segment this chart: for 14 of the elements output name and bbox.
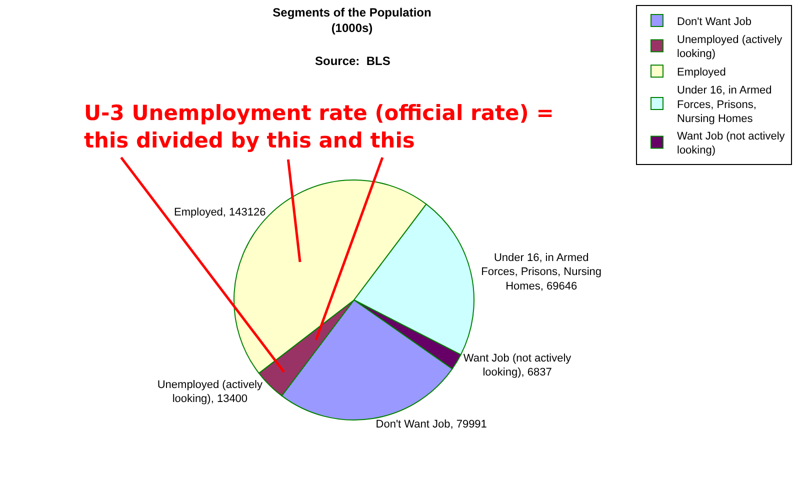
legend-label: Employed [677, 66, 726, 78]
text: U-3 Unemployment rate (official rate) = this divided by this and this [84, 101, 554, 152]
data-label: Unemployed (actively looking), 13400 [157, 378, 264, 406]
chart-title: Segments of the Population [272, 5, 432, 20]
data-label: Employed, 143126 [174, 206, 266, 219]
legend-label: Under 16, in Armed Forces, Prisons, Nursing Homes [677, 84, 772, 126]
data-label: Under 16, in Armed Forces, Prisons, Nursing Homes, 69646 [481, 252, 602, 292]
legend-label: Don't Want Job [677, 16, 752, 28]
source-note: Source: BLS [315, 54, 390, 68]
data-label: Don't Want Job, 79991 [376, 418, 487, 430]
legend-label: Unemployed (actively looking) [677, 34, 783, 60]
text: (1000s) [331, 20, 373, 35]
legend-label: Want Job (not actively looking) [677, 130, 786, 157]
data-label: Want Job (not actively looking), 6837 [463, 352, 572, 379]
